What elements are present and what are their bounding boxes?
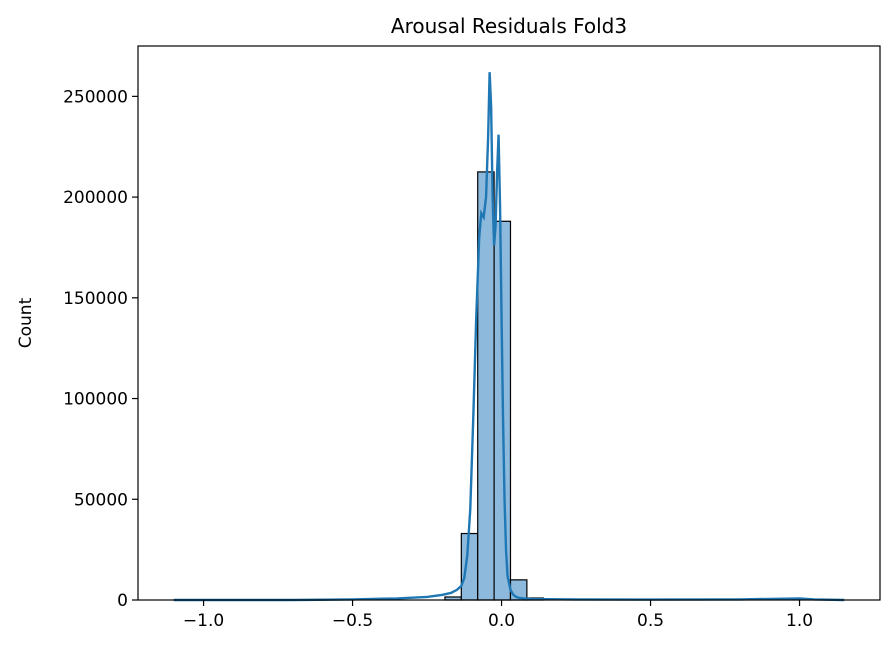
x-axis: −1.0 −0.5 0.0 0.5 1.0 (183, 600, 813, 631)
y-tick-label: 50000 (74, 490, 128, 510)
chart-title: Arousal Residuals Fold3 (391, 14, 627, 38)
x-tick-label: 0.0 (488, 611, 515, 631)
plot-frame (137, 45, 881, 601)
x-tick-label: −0.5 (332, 611, 373, 631)
y-tick-label: 250000 (63, 87, 128, 107)
x-tick-label: 1.0 (786, 611, 813, 631)
histogram-bar-1 (460, 532, 479, 601)
y-tick-label: 150000 (63, 289, 128, 309)
kde-line (173, 72, 845, 602)
x-tick-label: 0.5 (637, 611, 664, 631)
y-tick-label: 0 (117, 591, 128, 611)
y-tick-label: 100000 (63, 390, 128, 410)
y-axis-label: Count (16, 297, 36, 348)
y-axis: 0 50000 100000 150000 200000 250000 (63, 87, 138, 611)
y-tick-label: 200000 (63, 188, 128, 208)
x-tick-label: −1.0 (183, 611, 224, 631)
